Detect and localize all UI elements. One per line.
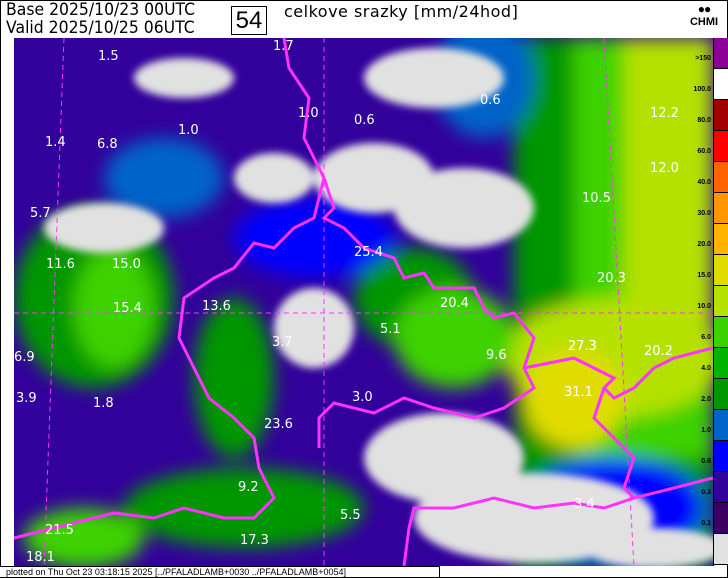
legend-swatch xyxy=(714,162,728,193)
legend-label: 0.6 xyxy=(701,458,711,465)
precip-value-label: 1.7 xyxy=(273,39,294,54)
legend-label: 80.0 xyxy=(697,117,711,124)
precip-value-label: 13.6 xyxy=(202,299,231,314)
legend-swatch xyxy=(714,131,728,162)
legend-label: 40.0 xyxy=(697,179,711,186)
precip-value-label: 6.9 xyxy=(14,350,35,365)
legend-label: 10.0 xyxy=(697,303,711,310)
precip-value-label: 1.4 xyxy=(45,135,66,150)
legend-swatch xyxy=(714,38,728,69)
precip-value-label: 23.6 xyxy=(264,417,293,432)
legend-swatch xyxy=(714,348,728,379)
legend-swatch xyxy=(714,472,728,503)
precip-value-label: 6.8 xyxy=(97,137,118,152)
precipitation-map: 1.7 1.5 0.6 1.0 0.6 1.0 1.4 6.8 12.2 12.0 10.5 5.7 2… xyxy=(14,38,713,566)
precip-value-label: 11.6 xyxy=(46,257,75,272)
legend-label: 4.0 xyxy=(701,365,711,372)
legend-swatch xyxy=(714,69,728,100)
legend-label: >150 xyxy=(695,55,711,62)
precip-value-label: 17.3 xyxy=(240,533,269,548)
precip-value-label: 18.1 xyxy=(26,550,55,565)
legend-label: 60.0 xyxy=(697,148,711,155)
precip-value-label: 5.5 xyxy=(340,508,361,523)
grid-lines xyxy=(14,38,713,566)
precip-value-label: 27.3 xyxy=(568,339,597,354)
precip-value-label: 3.0 xyxy=(352,390,373,405)
map-title: celkove srazky [mm/24hod] xyxy=(284,2,519,21)
legend-label: 20.0 xyxy=(697,241,711,248)
legend-swatch xyxy=(714,441,728,472)
precip-value-label: 1.8 xyxy=(93,396,114,411)
legend-swatch xyxy=(714,224,728,255)
precip-value-label: 12.0 xyxy=(650,161,679,176)
forecast-hour: 54 xyxy=(231,6,267,35)
precip-value-label: 3.9 xyxy=(16,391,37,406)
dry-areas xyxy=(44,48,713,566)
precip-value-label: 12.2 xyxy=(650,106,679,121)
legend-swatch xyxy=(714,255,728,286)
base-time: Base 2025/10/23 00UTC xyxy=(6,0,196,20)
precip-value-label: 31.1 xyxy=(564,385,593,400)
precip-value-label: 25.4 xyxy=(354,245,383,260)
precip-value-label: 20.2 xyxy=(644,344,673,359)
precip-value-label: 1.5 xyxy=(98,49,119,64)
legend-label: 1.0 xyxy=(701,427,711,434)
legend-swatch xyxy=(714,534,728,565)
precip-value-label: 1.0 xyxy=(178,123,199,138)
legend-label: 0.3 xyxy=(701,489,711,496)
color-legend xyxy=(713,38,728,566)
precip-value-label: 1.0 xyxy=(298,106,319,121)
legend-swatch xyxy=(714,193,728,224)
valid-time: Valid 2025/10/25 06UTC xyxy=(6,18,195,38)
precip-value-label: 10.5 xyxy=(582,191,611,206)
precip-value-label: 3.7 xyxy=(272,335,293,350)
precip-value-label: 5.7 xyxy=(30,206,51,221)
footer-plotted-on: plotted on Thu Oct 23 03:18:15 2025 [../… xyxy=(0,566,440,577)
precip-value-label: 20.3 xyxy=(597,271,626,286)
precip-value-label: 9.2 xyxy=(238,480,259,495)
legend-label: 100.0 xyxy=(693,86,711,93)
chmi-logo: ●● CHMI xyxy=(686,2,722,28)
precip-value-label: 3.4 xyxy=(574,497,595,512)
country-borders xyxy=(14,38,713,566)
legend-swatch xyxy=(714,410,728,441)
legend-swatch xyxy=(714,100,728,131)
legend-swatch xyxy=(714,317,728,348)
precip-value-label: 15.4 xyxy=(113,301,142,316)
precip-value-label: 5.1 xyxy=(380,322,401,337)
logo-icon: ●● xyxy=(697,2,712,16)
precip-value-label: 0.6 xyxy=(480,93,501,108)
legend-label: 6.0 xyxy=(701,334,711,341)
legend-label: 30.0 xyxy=(697,210,711,217)
legend-label: 2.0 xyxy=(701,396,711,403)
legend-label: 0.1 xyxy=(701,520,711,527)
precip-value-label: 20.4 xyxy=(440,296,469,311)
precip-value-label: 15.0 xyxy=(112,257,141,272)
legend-swatch xyxy=(714,379,728,410)
precip-value-label: 21.5 xyxy=(45,523,74,538)
precip-value-label: 0.6 xyxy=(354,113,375,128)
precip-value-label: 9.6 xyxy=(486,348,507,363)
legend-swatch xyxy=(714,503,728,534)
legend-swatch xyxy=(714,286,728,317)
legend-label: 15.0 xyxy=(697,272,711,279)
